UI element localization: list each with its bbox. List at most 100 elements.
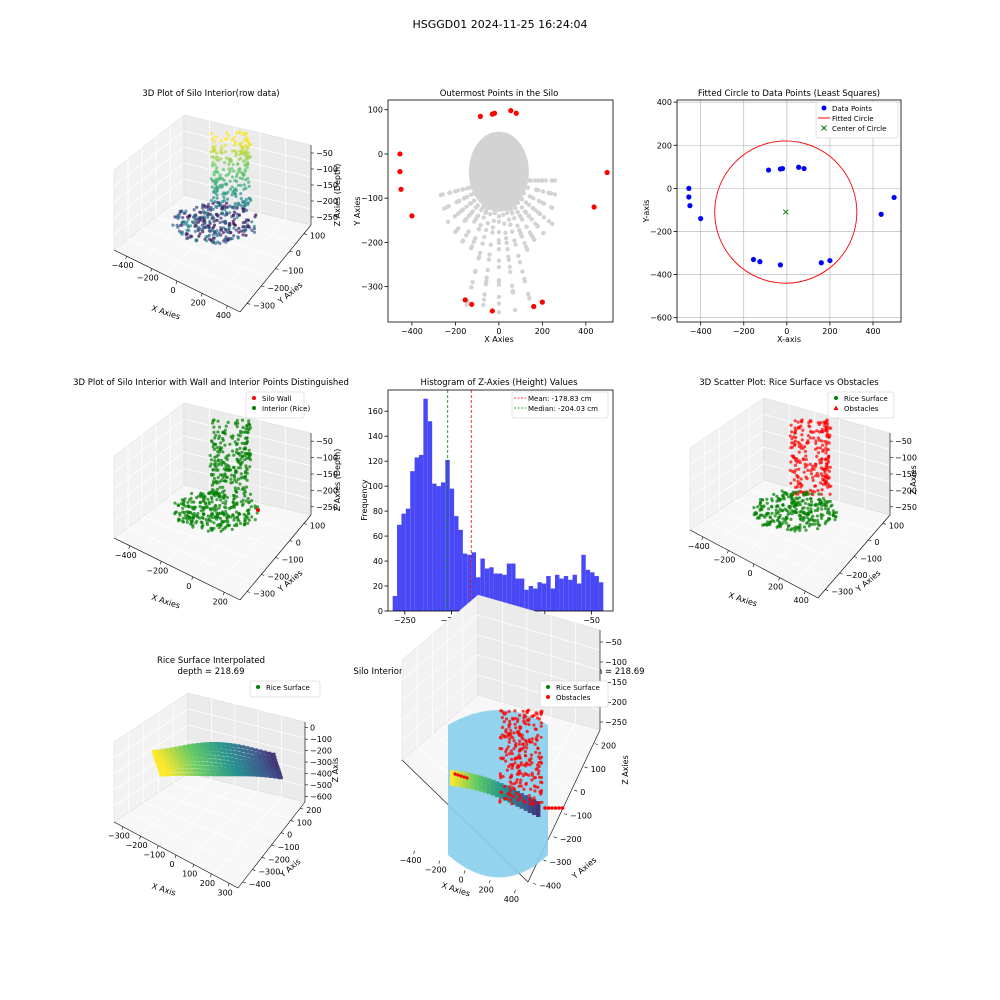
p1-scatter-point: [211, 161, 215, 165]
p7-surface-cell: [237, 751, 243, 756]
p1-scatter-point: [210, 185, 214, 189]
p1-scatter-point: [220, 211, 224, 215]
p4-scatter-point: [191, 515, 195, 520]
p6-scatter-point: [790, 430, 794, 434]
p8-obstacle-point: [560, 806, 565, 810]
p7-surface-cell: [183, 747, 189, 751]
p1-scatter-point: [224, 182, 229, 186]
p1-xtick-label: −200: [137, 274, 159, 283]
p7-surface-cell: [186, 757, 192, 762]
p4-scatter-point: [225, 512, 229, 516]
p1-scatter-point: [236, 162, 240, 166]
p7-surface-cell: [187, 746, 193, 750]
p6-scatter-point: [799, 490, 803, 494]
p7-surface-cell: [246, 757, 252, 761]
p7-surface-cell: [185, 752, 191, 756]
p2-cloud-point: [496, 258, 502, 263]
p4-scatter-point: [209, 458, 213, 462]
p8-obstacle-point: [521, 774, 525, 778]
p7-title-line2: depth = 218.69: [177, 667, 244, 677]
p5-bar: [497, 573, 503, 611]
p8-obstacle-point: [512, 731, 516, 735]
p6-scatter-point: [810, 492, 814, 496]
p7-surface-cell: [164, 760, 170, 764]
p6-scatter-point: [810, 489, 815, 493]
p4-xlabel: X Axies: [150, 593, 181, 611]
p6-scatter-point: [826, 458, 830, 462]
p4-scatter-point: [217, 425, 222, 429]
p7-surface-cell: [227, 767, 233, 771]
p4-scatter-point: [221, 501, 225, 505]
p1-scatter-point: [241, 233, 245, 237]
p4-scatter-point: [216, 458, 220, 462]
p6-scatter-point: [795, 457, 799, 461]
p7-surface-cell: [263, 769, 268, 773]
p5-bar: [432, 483, 437, 611]
p7-surface-cell: [239, 745, 245, 749]
p7-grid: [128, 811, 252, 872]
p4-scatter-point: [224, 465, 228, 469]
p1-scatter-point: [225, 201, 229, 205]
p6-xtick-label: −200: [713, 555, 735, 564]
p8-surface-cell: [503, 787, 508, 791]
p2-cloud-point: [536, 188, 541, 193]
p6-scatter-point: [818, 458, 822, 462]
p2-cloud-point: [525, 185, 531, 190]
p7-surface-cell: [239, 762, 245, 766]
p1-scatter-point: [230, 193, 234, 197]
p7-surface-cell: [223, 749, 229, 753]
p2-cloud-point: [496, 301, 502, 306]
p8-obstacle-point: [510, 766, 514, 771]
p8-obstacle-point: [536, 785, 540, 789]
p4-scatter-point: [236, 515, 240, 519]
p4-scatter-point: [240, 418, 245, 422]
p8-surface-cell: [495, 794, 500, 798]
p6-scatter-point: [765, 512, 769, 516]
p7-surface-cell: [160, 761, 166, 765]
p7-surface-cell: [178, 745, 184, 750]
p8-surface-cell: [503, 793, 508, 797]
p1-scatter-point: [201, 230, 205, 234]
p2-cloud-core: [468, 131, 529, 212]
p4-scatter-point: [201, 512, 205, 516]
p8-obstacle-point: [537, 769, 541, 773]
p1-scatter-point: [190, 234, 194, 238]
p6-scatter-point: [756, 505, 760, 509]
p4-legend-marker: [252, 406, 256, 410]
p2-cloud-point: [496, 230, 502, 235]
p8-surface-cell: [482, 783, 488, 787]
p8-obstacle-point: [517, 753, 521, 757]
p1-scatter-point: [211, 233, 215, 237]
p1-grid: [113, 130, 185, 187]
p6-scatter-point: [815, 454, 819, 459]
p4-scatter-point: [210, 495, 214, 499]
p7-surface-cell: [193, 748, 199, 752]
p6-scatter-point: [803, 512, 808, 516]
p4-scatter-point: [235, 522, 239, 526]
p1-scatter-point: [245, 145, 249, 149]
p6-xtick-label: −400: [688, 542, 710, 551]
p8-obstacle-point: [504, 728, 508, 732]
p4-scatter-point: [213, 455, 217, 459]
p8-obstacle-point: [513, 761, 517, 765]
p5-bar: [519, 578, 525, 611]
p6-scatter-point: [805, 515, 809, 520]
p8-obstacle-point: [508, 788, 513, 792]
p8-ytick: [574, 789, 578, 792]
p4-scatter-point: [232, 465, 236, 469]
p8-surface-cell: [482, 781, 488, 785]
p6-scatter-point: [801, 457, 806, 461]
p6-scatter-point: [820, 474, 824, 478]
p2-cloud-point: [496, 282, 502, 287]
p4-scatter-point: [222, 493, 226, 497]
p4-scatter-point: [216, 430, 220, 434]
p7-surface-cell: [267, 758, 273, 762]
p2-cloud-point: [513, 205, 518, 211]
p6-scatter-point: [824, 451, 828, 455]
p7-surface-cell: [257, 764, 262, 768]
p3-data-point: [757, 259, 763, 265]
p1-scatter-point: [196, 220, 200, 224]
p4-scatter-point: [223, 428, 227, 432]
p8-obstacle-point: [525, 742, 529, 747]
p8-obstacle-point: [510, 757, 514, 761]
